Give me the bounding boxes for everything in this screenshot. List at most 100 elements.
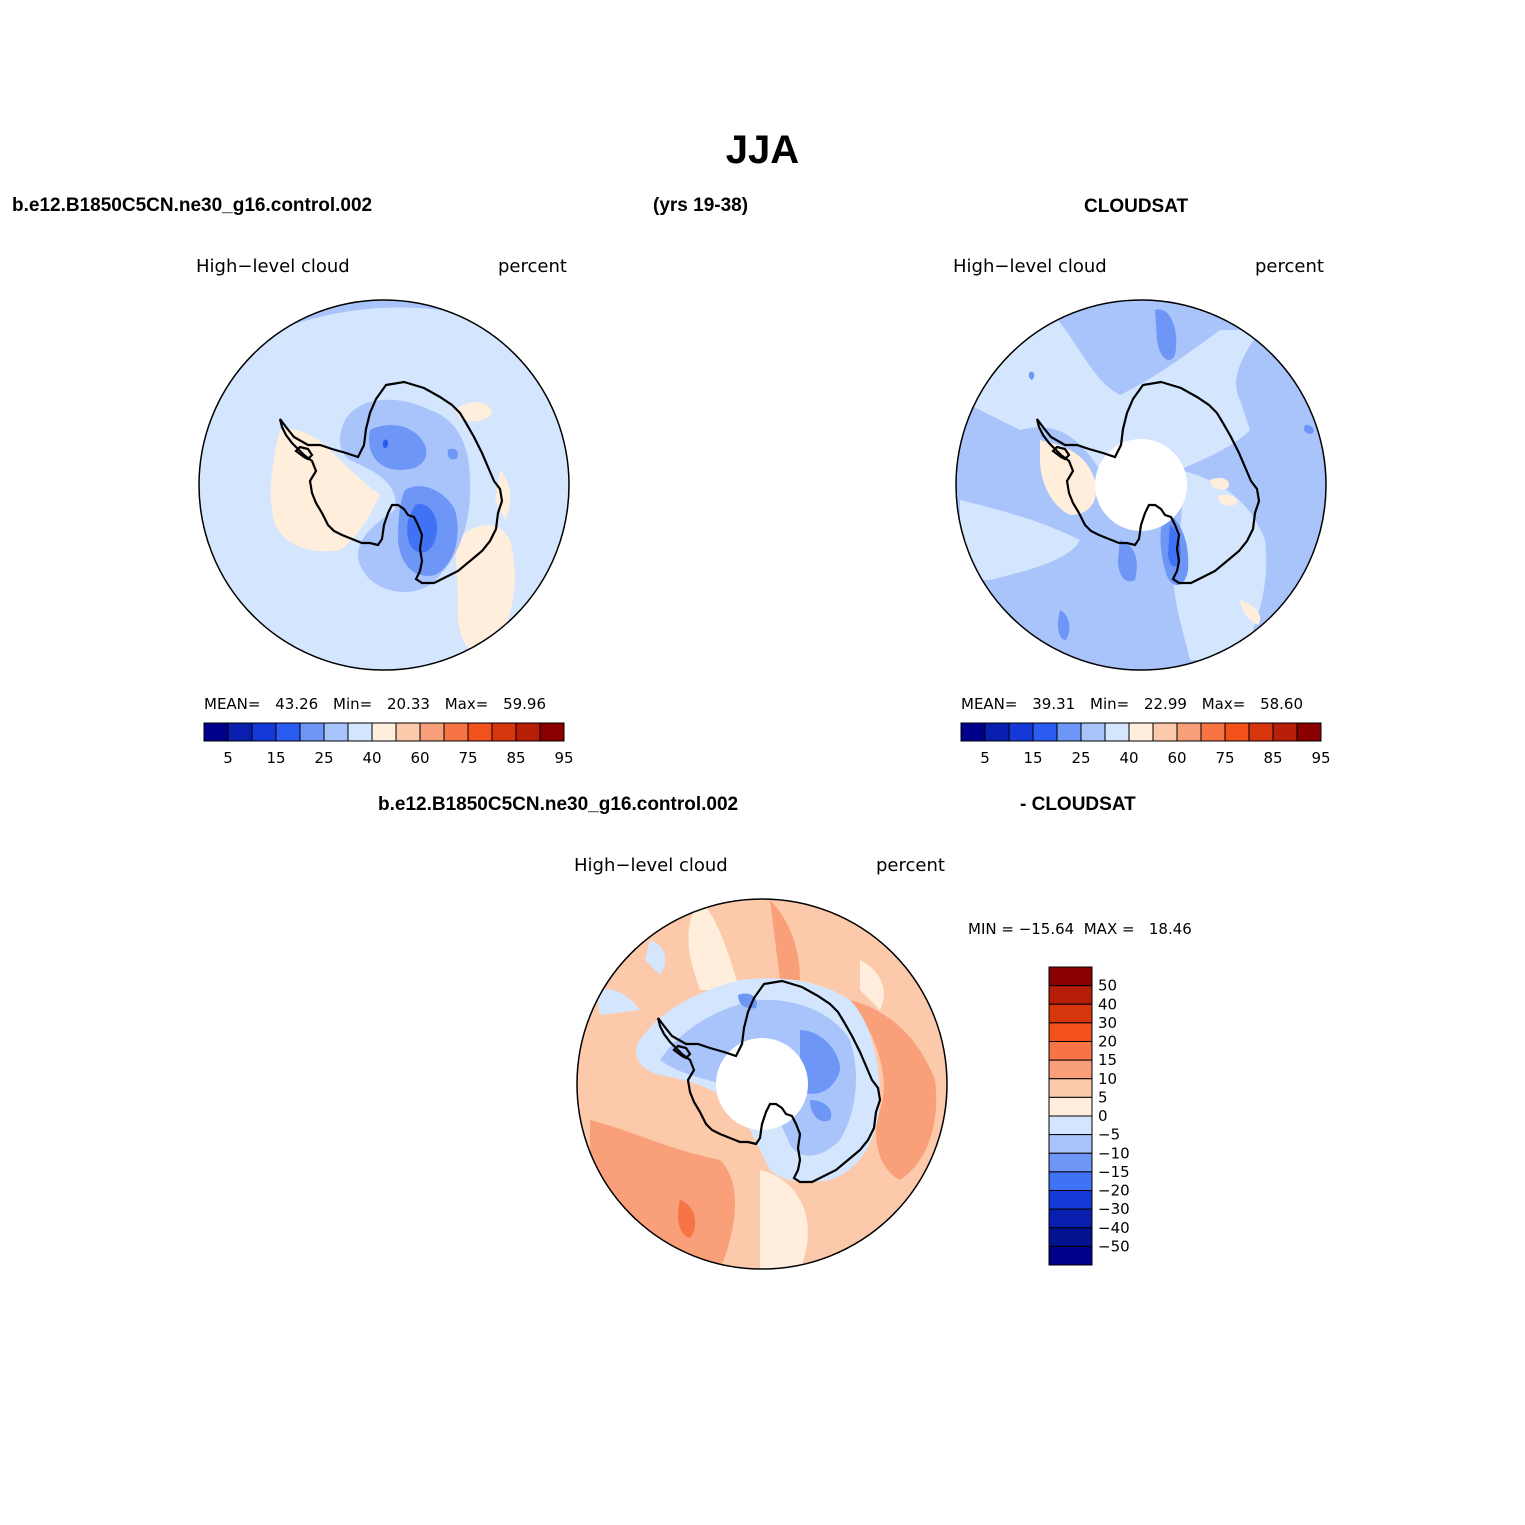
panel2-colorbar-label: 40 (1119, 749, 1138, 767)
diff-colorbar-box (1048, 1041, 1093, 1061)
panel1-colorbar-box (419, 722, 445, 742)
diff-colorbar-label: 0 (1098, 1107, 1108, 1125)
panel2-min-value: 22.99 (1143, 695, 1187, 713)
panel1-colorbar-label: 60 (410, 749, 429, 767)
diff-colorbar-box (1048, 985, 1093, 1005)
diff-minmax-label: MIN = −15.64 MAX = 18.46 (968, 920, 1192, 938)
diff-colorbar-box (1048, 1022, 1093, 1042)
panel1-colorbar-label: 5 (223, 749, 233, 767)
diff-colorbar-box (1048, 1078, 1093, 1098)
panel1-stats: MEAN= 43.26 Min= 20.33 Max= 59.96 (204, 695, 546, 713)
case-name-header: b.e12.B1850C5CN.ne30_g16.control.002 (12, 195, 373, 216)
panel1-colorbar-box (203, 722, 229, 742)
panel1-colorbar-box (275, 722, 301, 742)
panel1-colorbar-box (467, 722, 493, 742)
diff-colorbar-label: 40 (1098, 995, 1117, 1013)
diff-map (577, 899, 947, 1269)
panel1-map (199, 300, 569, 670)
panel2-colorbar-label: 75 (1215, 749, 1234, 767)
panel2-colorbar-label: 25 (1071, 749, 1090, 767)
diff-colorbar-box (1048, 1134, 1093, 1154)
panel1-colorbar-label: 25 (314, 749, 333, 767)
panel1-colorbar-box (395, 722, 421, 742)
panel2-stats: MEAN= 39.31 Min= 22.99 Max= 58.60 (961, 695, 1303, 713)
panel1-colorbar: 5 15 25 40 60 75 85 95 (203, 722, 574, 767)
panel2-units-label: percent (1255, 256, 1324, 277)
panel1-colorbar-box (251, 722, 277, 742)
panel2-colorbar-box (1176, 722, 1202, 742)
panel2-colorbar-label: 60 (1167, 749, 1186, 767)
panel2-colorbar-box (1224, 722, 1250, 742)
diff-colorbar-label: −10 (1098, 1144, 1130, 1162)
panel1-colorbar-box (539, 722, 565, 742)
panel2-colorbar-box (960, 722, 986, 742)
panel2-map (956, 300, 1326, 670)
panel2-colorbar-box (1296, 722, 1322, 742)
diff-colorbar-box (1048, 1171, 1093, 1191)
panel1-colorbar-box (443, 722, 469, 742)
panel2-colorbar-box (1104, 722, 1130, 742)
panel2-colorbar-label: 85 (1263, 749, 1282, 767)
panel2-colorbar-box (1152, 722, 1178, 742)
panel2-colorbar-box (1008, 722, 1034, 742)
panel1-colorbar-box (371, 722, 397, 742)
panel1-variable-label: High−level cloud (196, 256, 350, 277)
obs-name-header: CLOUDSAT (1084, 196, 1189, 217)
panel2-colorbar: 5 15 25 40 60 75 85 95 (960, 722, 1331, 767)
panel1-map-border (198, 299, 570, 671)
diff-colorbar-box (1048, 1152, 1093, 1173)
diff-colorbar-box (1048, 1227, 1093, 1247)
panel2-max-value: 58.60 (1260, 695, 1304, 713)
diff-variable-label: High−level cloud (574, 855, 728, 876)
panel1-min-label: Min= (333, 695, 373, 713)
panel1-max-label: Max= (444, 695, 489, 713)
panel2-colorbar-box (1032, 722, 1058, 742)
diff-colorbar-label: −5 (1098, 1126, 1120, 1144)
diff-colorbar-label: 20 (1098, 1033, 1117, 1051)
panel2-colorbar-box (1056, 722, 1082, 742)
panel2-colorbar-label: 95 (1311, 749, 1330, 767)
panel1-units-label: percent (498, 256, 567, 277)
diff-colorbar-box (1048, 1059, 1093, 1080)
panel1-colorbar-label: 15 (266, 749, 285, 767)
panel1-mean-label: MEAN= (204, 695, 261, 713)
panel2-colorbar-box (1128, 722, 1154, 742)
panel2-colorbar-label: 5 (980, 749, 990, 767)
diff-map-border (576, 898, 948, 1270)
diff-colorbar-label: −20 (1098, 1182, 1130, 1200)
panel2-colorbar-label: 15 (1023, 749, 1042, 767)
diff-colorbar-box (1048, 1003, 1093, 1024)
diff-colorbar-label: −50 (1098, 1237, 1130, 1255)
diff-colorbar-box (1048, 1208, 1093, 1229)
panel1-colorbar-label: 95 (554, 749, 573, 767)
diff-colorbar-label: 15 (1098, 1051, 1117, 1069)
diff-colorbar-label: 5 (1098, 1088, 1108, 1106)
diff-colorbar-box (1048, 1096, 1093, 1117)
panel1-colorbar-box (299, 722, 325, 742)
diff-title-right: - CLOUDSAT (1020, 794, 1136, 815)
diff-units-label: percent (876, 855, 945, 876)
panel1-colorbar-box (347, 722, 373, 742)
diff-colorbar-box (1048, 966, 1093, 987)
panel2-colorbar-box (1200, 722, 1226, 742)
years-header: (yrs 19-38) (653, 195, 749, 216)
panel2-colorbar-box (1080, 722, 1106, 742)
diff-colorbar-box (1048, 1190, 1093, 1210)
panel2-mean-label: MEAN= (961, 695, 1018, 713)
diff-colorbar-box (1048, 1115, 1093, 1136)
panel1-colorbar-box (227, 722, 253, 742)
panel2-max-label: Max= (1201, 695, 1246, 713)
diff-colorbar-label: −30 (1098, 1200, 1130, 1218)
panel1-colorbar-label: 40 (362, 749, 381, 767)
panel1-colorbar-label: 85 (506, 749, 525, 767)
panel2-mean-value: 39.31 (1032, 695, 1076, 713)
panel1-colorbar-box (515, 722, 541, 742)
panel2-variable-label: High−level cloud (953, 256, 1107, 277)
diff-colorbar-label: 10 (1098, 1070, 1117, 1088)
panel1-mean-value: 43.26 (275, 695, 319, 713)
panel2-colorbar-box (1272, 722, 1298, 742)
panel2-min-label: Min= (1090, 695, 1130, 713)
panel2-colorbar-box (1248, 722, 1274, 742)
